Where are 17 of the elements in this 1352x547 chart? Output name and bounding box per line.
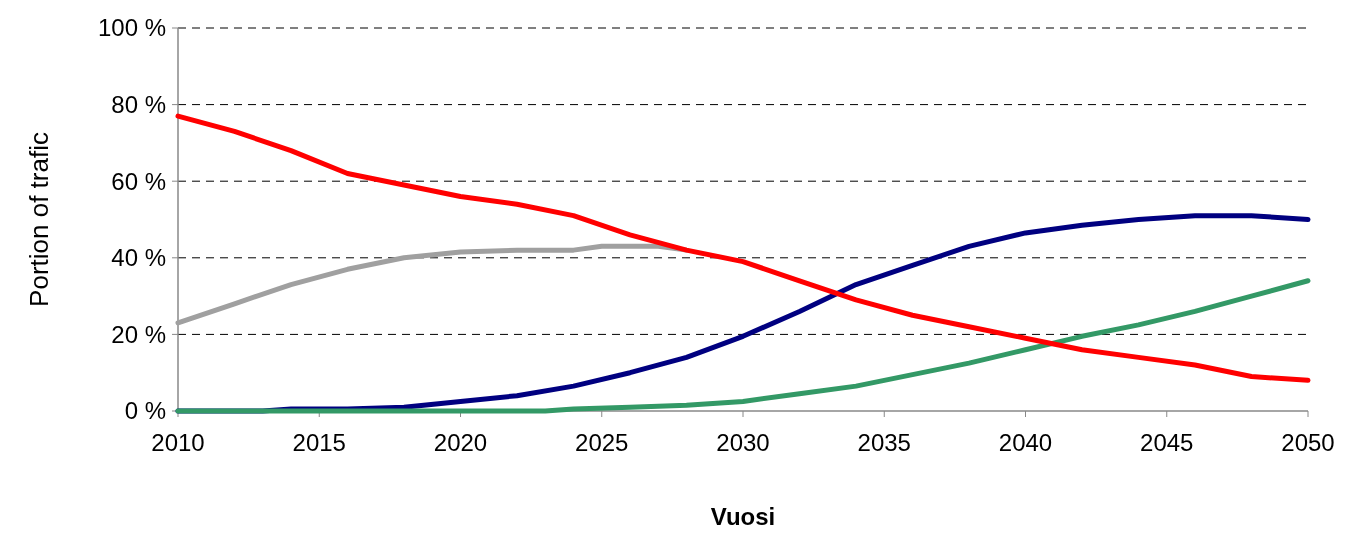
x-axis-title: Vuosi	[710, 503, 776, 530]
y-tick-label: 60 %	[111, 167, 166, 195]
y-tick-label: 40 %	[111, 244, 166, 272]
x-tick-label: 2020	[433, 429, 488, 456]
y-tick-label: 0 %	[124, 397, 166, 425]
x-tick-label: 2045	[1140, 429, 1194, 456]
x-tick-label: 2025	[575, 429, 629, 456]
x-tick-label: 2050	[1281, 429, 1335, 456]
x-tick-label: 2035	[857, 429, 911, 456]
y-tick-label: 100 %	[97, 14, 166, 42]
x-tick-label: 2015	[292, 429, 346, 456]
y-axis-title: Portion of trafic	[24, 132, 54, 307]
x-tick-label: 2010	[151, 429, 205, 456]
y-tick-label: 80 %	[111, 91, 166, 118]
x-tick-label: 2040	[998, 429, 1053, 456]
y-tick-label: 20 %	[111, 320, 166, 348]
x-tick-label: 2030	[716, 429, 770, 456]
